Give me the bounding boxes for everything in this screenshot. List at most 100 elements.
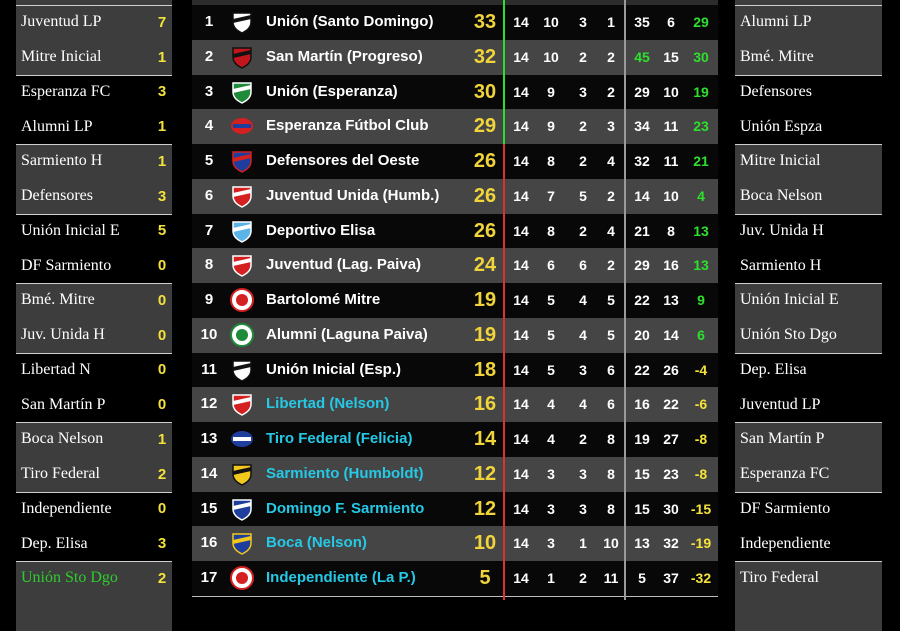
result-team: Tiro Federal [21, 465, 100, 483]
fixture-row: Independiente [735, 526, 882, 561]
team-crest-icon [230, 219, 254, 243]
result-row: Unión Inicial E 5 [16, 213, 172, 249]
points: 19 [473, 323, 497, 346]
goals-against: 10 [663, 83, 679, 100]
fixture-team: Juv. Unida H [740, 221, 824, 239]
standings-row: 17 Independiente (La P.) 5 14 1 2 11 5 37 -32 [192, 561, 718, 596]
result-team: Libertad N [21, 360, 91, 378]
lost: 8 [607, 500, 615, 517]
result-row: Juv. Unida H 0 [16, 317, 172, 353]
fixture-team: Unión Sto Dgo [740, 326, 837, 344]
won: 3 [547, 535, 555, 552]
standings-row: 3 Unión (Esperanza) 30 14 9 3 2 29 10 19 [192, 74, 718, 110]
result-score: 7 [157, 13, 167, 31]
points: 10 [473, 532, 497, 555]
result-divider [16, 213, 172, 215]
result-score: 1 [157, 48, 167, 66]
won: 4 [547, 431, 555, 447]
fixture-team: Mitre Inicial [740, 152, 821, 170]
points: 26 [473, 150, 497, 172]
lost: 5 [607, 292, 615, 308]
lost: 2 [607, 48, 615, 65]
goal-difference: 21 [693, 153, 709, 169]
result-divider [16, 561, 172, 562]
won: 1 [547, 570, 555, 586]
fixture-team: Defensores [740, 82, 812, 100]
position: 1 [204, 13, 214, 30]
position: 14 [200, 464, 218, 482]
result-score: 2 [157, 569, 167, 587]
goal-difference: 6 [697, 326, 705, 343]
goals-for: 21 [634, 222, 650, 239]
points: 26 [473, 219, 497, 242]
points: 19 [473, 289, 497, 311]
played: 14 [513, 222, 529, 239]
goals-against: 23 [663, 465, 679, 482]
team-name: San Martín (Progreso) [266, 47, 423, 65]
team-crest-icon [230, 288, 254, 312]
position: 17 [200, 569, 218, 586]
goal-difference: -19 [690, 535, 712, 552]
result-team: Sarmiento H [21, 152, 103, 170]
goals-against: 14 [663, 326, 679, 343]
position: 13 [200, 430, 218, 447]
standings-row: 10 Alumni (Laguna Paiva) 19 14 5 4 5 20 14 6 [192, 317, 718, 353]
team-name: Defensores del Oeste [266, 152, 420, 169]
result-team: Independiente [21, 499, 112, 517]
result-row: San Martín P 0 [16, 387, 172, 422]
result-score: 3 [157, 83, 167, 101]
goal-difference: -8 [694, 465, 708, 482]
goals-for: 13 [634, 535, 650, 552]
goals-for: 35 [634, 14, 650, 30]
standings-row: 1 Unión (Santo Domingo) 33 14 10 3 1 35 6 29 [192, 5, 718, 40]
fixture-divider [735, 491, 882, 493]
drawn: 2 [579, 48, 587, 65]
won: 7 [547, 187, 555, 204]
row-divider [192, 595, 718, 597]
result-score: 3 [157, 187, 167, 205]
fixture-row: Juv. Unida H [735, 213, 882, 249]
standings-row: 15 Domingo F. Sarmiento 12 14 3 3 8 15 30 -15 [192, 491, 718, 527]
standings-row: 6 Juventud Unida (Humb.) 26 14 7 5 2 14 10 4 [192, 178, 718, 214]
fixture-row: Esperanza FC [735, 456, 882, 492]
goals-against: 8 [667, 222, 675, 239]
won: 4 [547, 396, 555, 413]
points: 32 [473, 45, 497, 68]
won: 9 [547, 83, 555, 100]
played: 14 [513, 535, 529, 552]
result-score: 0 [157, 326, 167, 344]
team-crest-icon [230, 253, 254, 278]
result-score: 0 [157, 396, 167, 414]
played: 14 [513, 465, 529, 482]
team-name: Juventud Unida (Humb.) [266, 186, 440, 204]
played: 14 [513, 187, 529, 204]
position: 9 [204, 291, 214, 308]
team-crest-icon [230, 10, 254, 34]
result-row-partial [16, 0, 172, 5]
standings-row: 4 Esperanza Fútbol Club 29 14 9 2 3 34 11 23 [192, 109, 718, 144]
result-row: Libertad N 0 [16, 352, 172, 388]
position: 12 [200, 395, 218, 413]
result-team: Alumni LP [21, 117, 93, 135]
fixture-divider [735, 5, 882, 6]
team-name: Unión (Santo Domingo) [266, 13, 434, 30]
points: 29 [473, 115, 497, 138]
won: 6 [547, 257, 555, 274]
fixture-row: Bmé. Mitre [735, 39, 882, 75]
standings-row: 7 Deportivo Elisa 26 14 8 2 4 21 8 13 [192, 213, 718, 249]
fixture-row: Juventud LP [735, 387, 882, 422]
result-score: 1 [157, 118, 167, 136]
result-team: Dep. Elisa [21, 534, 88, 552]
result-row: Defensores 3 [16, 178, 172, 214]
won: 3 [547, 465, 555, 482]
fixture-row: Boca Nelson [735, 178, 882, 214]
played: 14 [513, 153, 529, 169]
position: 8 [204, 256, 214, 274]
won: 8 [547, 153, 555, 169]
won: 5 [547, 326, 555, 343]
fixture-row: Dep. Elisa [735, 352, 882, 388]
result-team: Boca Nelson [21, 430, 104, 448]
lost: 11 [603, 570, 619, 586]
drawn: 3 [579, 14, 587, 30]
fixture-team: Boca Nelson [740, 187, 823, 205]
